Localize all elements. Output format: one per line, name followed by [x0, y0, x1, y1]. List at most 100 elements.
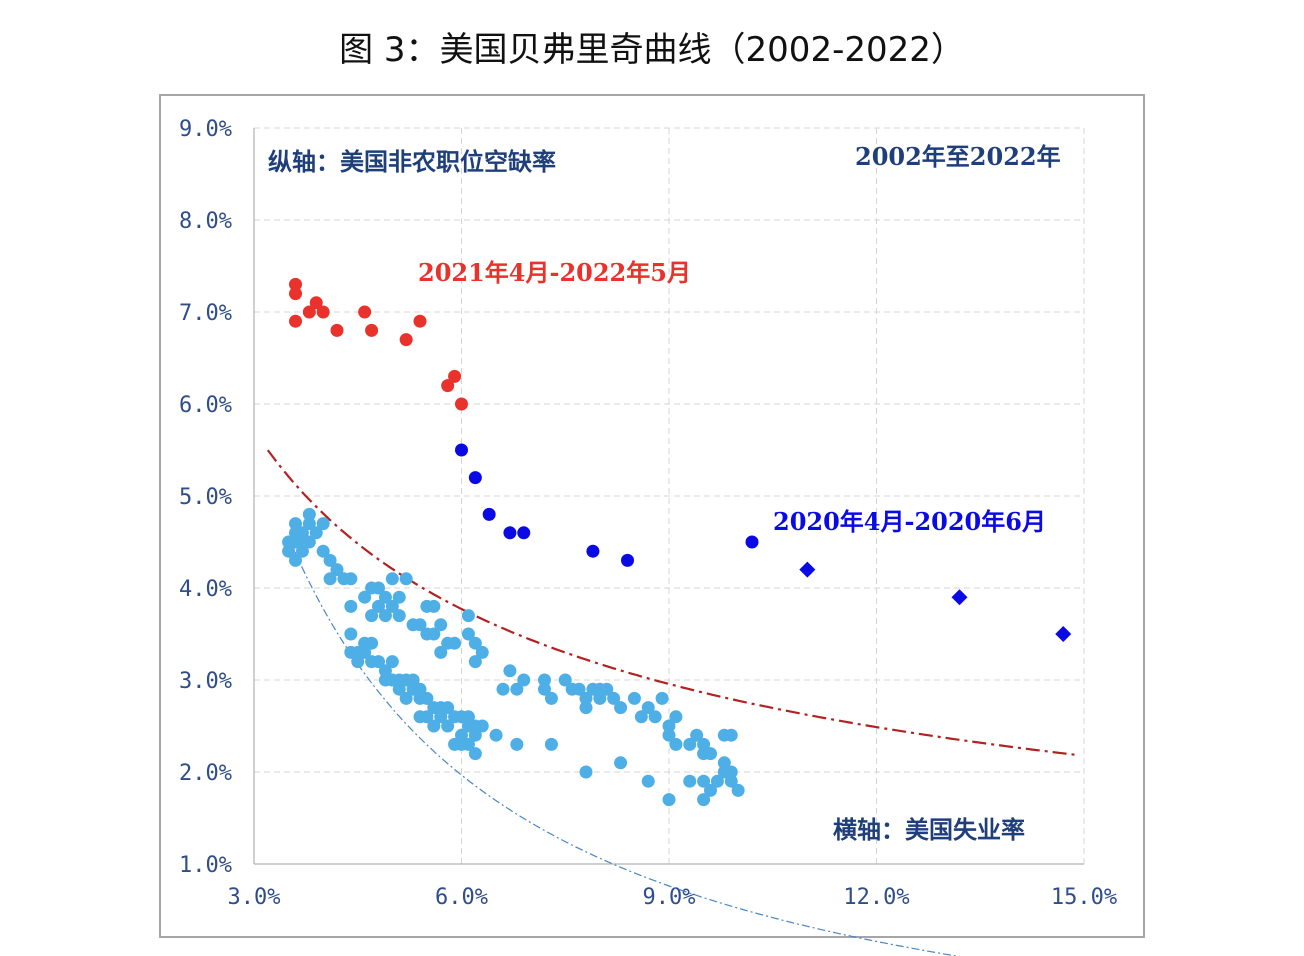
- light-blue-point: [468, 655, 482, 669]
- light-blue-point: [399, 691, 413, 705]
- light-blue-point: [489, 728, 503, 742]
- light-blue-point: [697, 793, 711, 807]
- blue-point: [503, 526, 517, 540]
- red-point: [289, 287, 302, 301]
- light-blue-point: [468, 728, 482, 742]
- light-blue-point: [510, 737, 524, 751]
- light-blue-point: [358, 645, 372, 659]
- light-blue-point: [392, 590, 406, 604]
- annotation-blue-period: 2020年4月-2020年6月: [773, 507, 1046, 536]
- light-blue-point: [455, 728, 468, 742]
- light-blue-point: [461, 627, 475, 641]
- light-blue-point: [517, 673, 531, 687]
- light-blue-point: [406, 673, 420, 687]
- x-axis-note: 横轴：美国失业率: [833, 815, 1025, 844]
- page-title: 图 3：美国贝弗里奇曲线（2002-2022）: [339, 30, 965, 70]
- light-blue-point: [344, 572, 358, 586]
- blue-point: [517, 526, 531, 540]
- light-blue-point: [662, 719, 676, 733]
- light-blue-point: [683, 737, 697, 751]
- axes: [253, 128, 1084, 865]
- light-blue-point: [634, 710, 648, 724]
- light-blue-point: [641, 701, 655, 715]
- light-blue-point: [697, 774, 711, 788]
- light-blue-point: [282, 544, 296, 558]
- blue-point: [468, 471, 482, 485]
- light-blue-point: [614, 701, 628, 715]
- light-blue-point: [544, 737, 558, 751]
- light-blue-point: [614, 756, 628, 770]
- y-axis-note: 纵轴：美国非农职位空缺率: [268, 147, 556, 176]
- light-blue-point: [289, 517, 302, 531]
- light-blue-point: [461, 609, 475, 623]
- light-blue-point: [579, 691, 593, 705]
- light-blue-point: [365, 636, 379, 650]
- diamond-point: [799, 561, 816, 578]
- light-blue-point: [413, 710, 427, 724]
- light-blue-point: [399, 572, 413, 586]
- light-blue-point: [572, 682, 586, 696]
- red-point: [455, 397, 468, 411]
- light-blue-point: [358, 590, 372, 604]
- light-blue-point: [468, 747, 482, 761]
- light-blue-point: [323, 553, 337, 567]
- y-tick-label: 5.0%: [179, 485, 232, 510]
- light-blue-point: [648, 710, 662, 724]
- light-blue-point: [427, 599, 441, 613]
- x-tick-label: 12.0%: [843, 885, 909, 910]
- light-blue-point: [662, 793, 676, 807]
- diamond-point: [1055, 626, 1072, 642]
- x-tick-label: 15.0%: [1051, 885, 1117, 910]
- light-blue-point: [710, 774, 724, 788]
- light-blue-point: [302, 535, 316, 549]
- lower-trend-curve: [288, 537, 960, 956]
- light-blue-point: [378, 609, 392, 623]
- light-blue-point: [365, 609, 379, 623]
- light-blue-point: [717, 756, 731, 770]
- light-blue-point: [697, 737, 711, 751]
- light-blue-point: [510, 682, 524, 696]
- light-blue-point: [344, 599, 358, 613]
- light-blue-point: [441, 701, 455, 715]
- grid-lines: [254, 127, 1085, 864]
- light-blue-point: [627, 691, 641, 705]
- light-blue-point: [372, 599, 385, 613]
- y-tick-label: 6.0%: [179, 393, 232, 418]
- blue-point: [586, 544, 600, 558]
- light-blue-point: [468, 636, 482, 650]
- light-blue-point: [330, 563, 344, 577]
- y-tick-label: 9.0%: [179, 117, 232, 142]
- light-blue-point: [503, 664, 517, 678]
- light-blue-point: [448, 636, 462, 650]
- trend-curves: [266, 449, 1078, 956]
- light-blue-point: [420, 691, 434, 705]
- light-blue-point: [669, 737, 683, 751]
- light-blue-point: [593, 682, 607, 696]
- light-blue-point: [724, 774, 738, 788]
- red-point: [413, 314, 427, 328]
- y-tick-label: 1.0%: [179, 853, 232, 878]
- light-blue-point: [655, 691, 669, 705]
- light-blue-point: [461, 737, 475, 751]
- light-blue-point: [434, 645, 448, 659]
- period-note: 2002年至2022年: [855, 142, 1061, 171]
- light-blue-point: [579, 765, 593, 779]
- red-point: [309, 296, 323, 310]
- blue-point: [455, 443, 468, 457]
- light-blue-point: [295, 526, 309, 540]
- red-point: [399, 333, 413, 347]
- light-blue-point: [309, 526, 323, 540]
- red-point: [289, 314, 302, 328]
- light-blue-point: [538, 673, 551, 687]
- light-blue-point: [593, 691, 607, 705]
- light-blue-point: [662, 728, 676, 742]
- light-blue-point: [427, 627, 441, 641]
- light-blue-point: [475, 645, 489, 659]
- red-point: [365, 323, 379, 337]
- blue-point: [621, 553, 634, 567]
- light-blue-point: [448, 737, 462, 751]
- light-blue-point: [316, 544, 330, 558]
- light-blue-point: [434, 618, 448, 632]
- light-blue-point: [724, 728, 738, 742]
